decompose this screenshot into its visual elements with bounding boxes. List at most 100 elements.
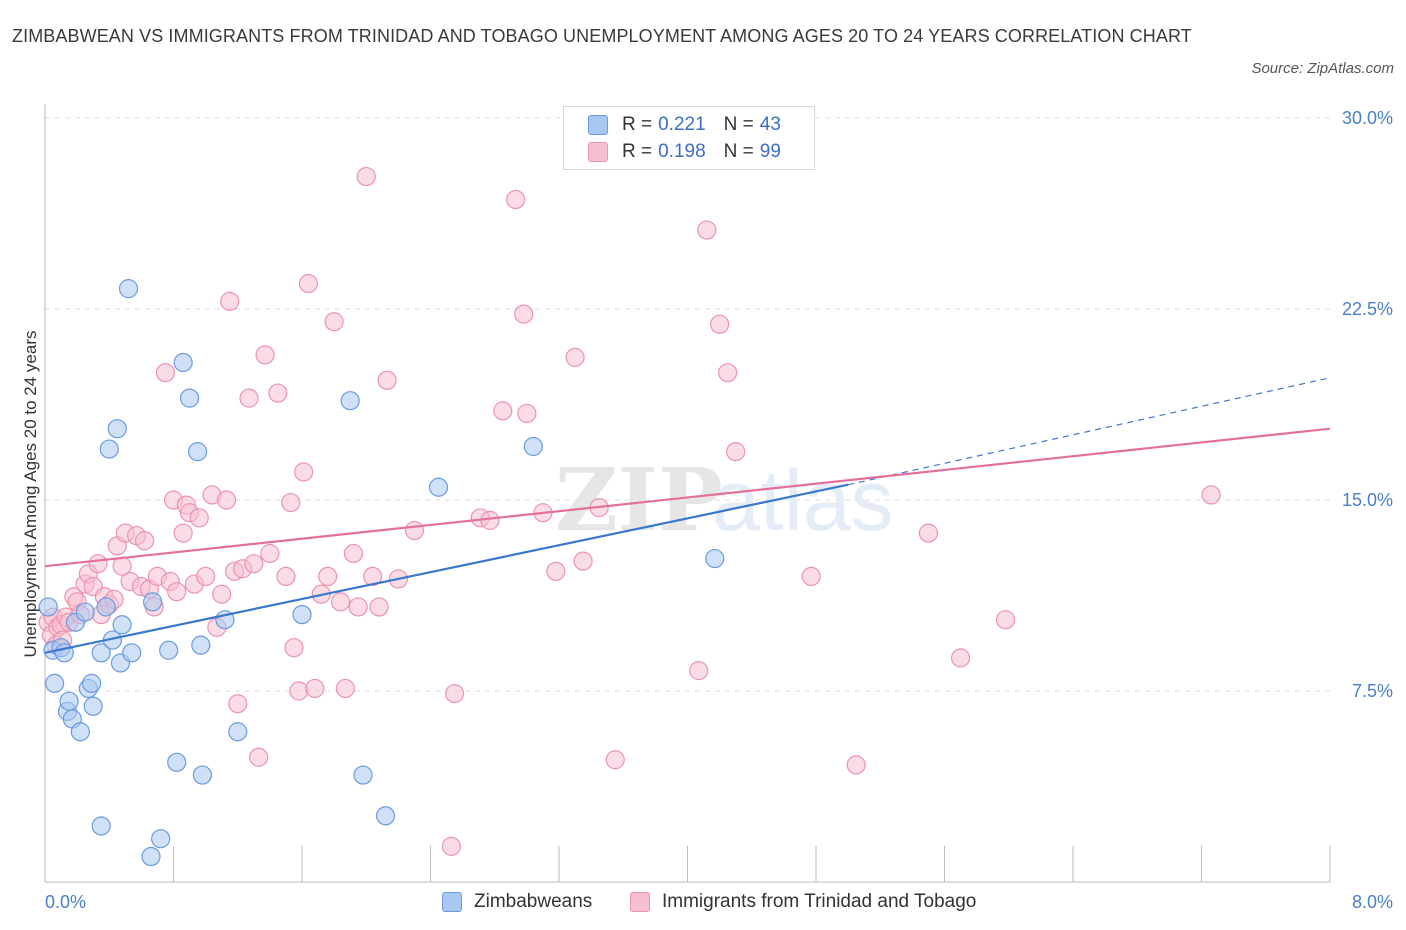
data-point-trinidad: [918, 523, 939, 543]
data-point-trinidad: [220, 291, 240, 311]
watermark-atlas: atlas: [712, 453, 894, 549]
legend-r-value: 0.198: [658, 141, 706, 162]
data-point-zimbabwean: [38, 597, 58, 617]
data-point-trinidad: [517, 403, 537, 424]
data-point-zimbabwean: [428, 477, 449, 497]
data-point-zimbabwean: [159, 640, 179, 660]
data-point-zimbabwean: [192, 765, 213, 785]
data-point-trinidad: [255, 345, 275, 365]
data-point-zimbabwean: [173, 352, 193, 373]
data-point-trinidad: [335, 678, 355, 699]
data-point-trinidad: [244, 554, 264, 574]
data-point-trinidad: [196, 566, 216, 587]
data-point-zimbabwean: [292, 604, 312, 625]
data-point-zimbabwean: [99, 439, 119, 459]
gridlines: [45, 117, 1330, 692]
legend-n-label: N =: [723, 141, 754, 162]
data-point-trinidad: [689, 661, 709, 681]
data-point-trinidad: [276, 566, 296, 587]
data-point-trinidad: [189, 508, 209, 528]
data-point-trinidad: [298, 273, 319, 294]
legend-r-label: R =: [622, 114, 653, 135]
data-point-trinidad: [134, 531, 155, 551]
data-point-trinidad: [318, 566, 338, 587]
data-point-zimbabwean: [191, 635, 211, 655]
data-point-zimbabwean: [45, 673, 65, 693]
bottom-legend-label: Zimbabweans: [474, 891, 593, 912]
data-point-trinidad: [88, 554, 108, 574]
data-point-trinidad: [260, 543, 280, 564]
bottom-legend-trinidad: Immigrants from Trinidad and Tobago: [630, 890, 976, 914]
data-point-trinidad: [330, 592, 351, 612]
data-point-zimbabwean: [151, 829, 171, 849]
data-point-trinidad: [305, 678, 325, 699]
data-point-trinidad: [268, 383, 288, 403]
data-point-trinidad: [369, 597, 389, 617]
trend-lines: [44, 377, 1331, 654]
watermark-zip: ZIP: [555, 450, 723, 551]
data-point-zimbabwean: [179, 388, 200, 408]
data-point-trinidad: [348, 597, 368, 617]
data-point-zimbabwean: [91, 643, 111, 663]
x-tick-label: 8.0%: [1352, 892, 1393, 912]
data-point-zimbabwean: [375, 806, 396, 826]
data-point-zimbabwean: [83, 696, 103, 716]
bottom-legend-swatch-pink: [630, 892, 650, 912]
legend-n-value: 43: [759, 114, 781, 135]
data-point-trinidad: [228, 694, 248, 714]
data-point-zimbabwean: [91, 816, 111, 836]
data-point-trinidad: [167, 582, 187, 602]
data-point-zimbabwean: [70, 722, 90, 742]
legend-row-zimbabweans: R = 0.221 N = 43: [588, 113, 781, 137]
data-point-zimbabwean: [118, 279, 139, 299]
data-point-trinidad: [324, 312, 344, 332]
data-point-trinidad: [173, 523, 193, 543]
data-point-trinidad: [356, 166, 376, 187]
data-point-trinidad: [441, 836, 461, 856]
data-point-trinidad: [239, 388, 259, 408]
data-point-trinidad: [546, 561, 566, 581]
data-point-trinidad: [493, 401, 513, 421]
data-point-trinidad: [212, 584, 232, 604]
bottom-legend-zimbabweans: Zimbabweans: [442, 890, 592, 914]
data-point-trinidad: [846, 755, 866, 775]
axes: [44, 104, 1331, 883]
legend-stats: R = 0.221 N = 43 R = 0.198 N = 99: [563, 106, 815, 170]
data-point-trinidad: [726, 442, 746, 462]
trend-line-zimbabweans-extension: [847, 377, 1331, 486]
data-point-trinidad: [506, 189, 526, 210]
data-point-trinidad: [343, 543, 363, 564]
data-point-zimbabwean: [141, 846, 161, 867]
data-point-zimbabwean: [81, 673, 102, 693]
data-point-trinidad: [950, 648, 971, 668]
legend-swatch-blue: [588, 115, 608, 135]
x-tick-label: 0.0%: [45, 892, 86, 912]
legend-r-label: R =: [622, 141, 653, 162]
data-point-trinidad: [444, 683, 465, 704]
data-point-trinidad: [718, 363, 738, 383]
data-point-trinidad: [249, 747, 269, 767]
data-point-trinidad: [697, 220, 717, 240]
data-point-zimbabwean: [353, 765, 373, 785]
data-point-trinidad: [514, 304, 534, 324]
legend-n-label: N =: [723, 114, 754, 135]
data-point-zimbabwean: [112, 615, 132, 635]
data-point-trinidad: [1201, 485, 1221, 505]
data-point-trinidad: [605, 750, 625, 770]
data-point-trinidad: [801, 566, 821, 587]
data-point-zimbabwean: [96, 597, 116, 617]
y-tick-labels: 7.5% 15.0% 22.5% 30.0%: [1342, 108, 1393, 701]
legend-n-value: 99: [759, 141, 781, 162]
data-point-trinidad: [995, 610, 1016, 630]
chart-title: ZIMBABWEAN VS IMMIGRANTS FROM TRINIDAD A…: [12, 26, 1192, 46]
data-point-trinidad: [404, 520, 425, 541]
trend-line-trinidad: [44, 427, 1331, 568]
data-point-zimbabwean: [228, 722, 248, 742]
y-tick-label: 15.0%: [1342, 490, 1393, 510]
bottom-legend-swatch-blue: [442, 892, 462, 912]
data-point-trinidad: [216, 490, 237, 510]
data-point-zimbabwean: [340, 391, 360, 411]
data-point-zimbabwean: [705, 548, 725, 569]
legend-swatch-pink: [588, 142, 608, 162]
